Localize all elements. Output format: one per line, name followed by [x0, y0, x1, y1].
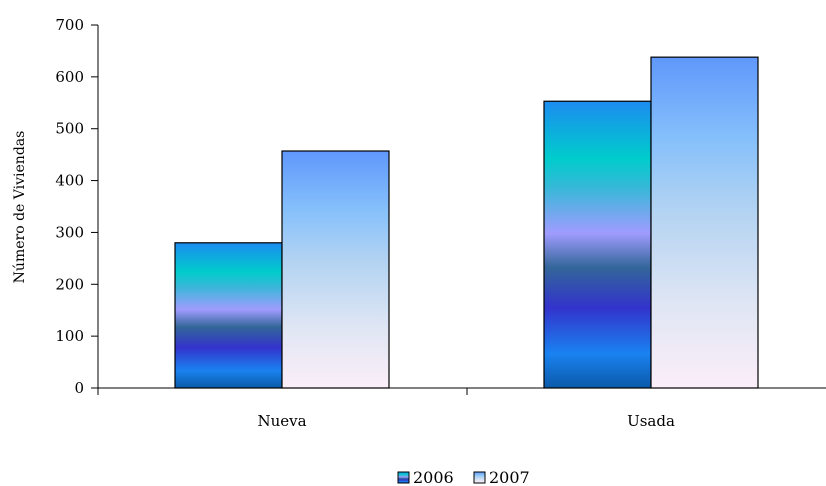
legend-swatch-2006	[397, 471, 410, 484]
y-tick-label: 200	[55, 275, 84, 293]
legend-label-2007: 2007	[489, 468, 530, 486]
legend-swatch-2007	[473, 471, 486, 484]
y-tick-label: 500	[55, 120, 84, 138]
y-tick-label: 0	[74, 379, 84, 397]
bar-2006-usada	[543, 100, 652, 389]
y-tick-label: 600	[55, 68, 84, 86]
bar-2007-nueva	[281, 150, 390, 389]
y-axis-title: Número de Viviendas	[12, 131, 28, 284]
y-tick-label: 300	[55, 223, 84, 241]
bar-2007-usada	[650, 56, 759, 389]
y-tick-label: 100	[55, 327, 84, 345]
y-tick-label: 700	[55, 16, 84, 34]
legend: 2006 2007	[397, 468, 530, 486]
y-tick-label: 400	[55, 172, 84, 190]
bar-2006-nueva	[174, 242, 283, 389]
x-tick-label: Usada	[627, 412, 675, 430]
legend-label-2006: 2006	[413, 468, 454, 486]
x-tick-label: Nueva	[257, 412, 306, 430]
plot-area: 0 100 200 300 400 500 600 700 Nueva Usada	[55, 16, 826, 430]
